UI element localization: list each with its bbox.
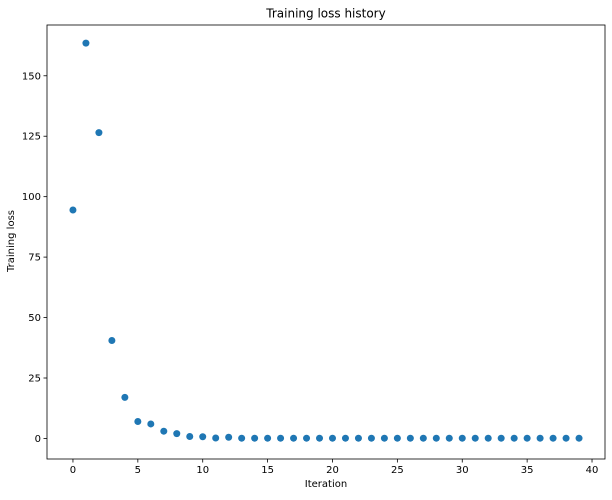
data-point xyxy=(354,434,362,442)
data-point xyxy=(264,434,272,442)
x-tick-label: 40 xyxy=(586,465,599,476)
x-tick-label: 10 xyxy=(196,465,209,476)
data-point xyxy=(316,434,324,442)
data-point xyxy=(238,434,246,442)
data-point xyxy=(484,434,492,442)
data-point xyxy=(432,434,440,442)
data-point xyxy=(393,434,401,442)
data-point xyxy=(186,433,194,441)
data-point xyxy=(367,434,375,442)
data-point xyxy=(82,39,90,47)
data-point xyxy=(251,434,259,442)
x-axis-label: Iteration xyxy=(305,479,347,490)
data-point xyxy=(419,434,427,442)
data-point xyxy=(290,434,298,442)
y-tick-label: 25 xyxy=(28,374,41,385)
data-point xyxy=(173,430,181,438)
y-tick-label: 0 xyxy=(35,434,41,445)
data-point xyxy=(341,434,349,442)
data-point xyxy=(95,129,103,137)
data-point xyxy=(471,434,479,442)
data-point xyxy=(134,418,142,426)
y-tick-label: 50 xyxy=(28,313,41,324)
y-axis-label: Training loss xyxy=(6,210,17,273)
y-tick-label: 150 xyxy=(22,71,41,82)
data-point xyxy=(69,206,77,214)
data-point xyxy=(121,393,129,401)
data-point xyxy=(328,434,336,442)
data-point xyxy=(406,434,414,442)
data-point xyxy=(147,420,155,428)
data-point xyxy=(199,433,207,441)
data-point xyxy=(303,434,311,442)
tick-layer: 0 5 10 15 20 25 30 35 40 0 25 50 75 100 125 150 xyxy=(22,71,598,476)
data-point xyxy=(510,434,518,442)
y-tick-label: 75 xyxy=(28,253,41,264)
data-point xyxy=(575,434,583,442)
data-point xyxy=(523,434,531,442)
data-point xyxy=(549,434,557,442)
x-tick-label: 15 xyxy=(261,465,274,476)
data-point xyxy=(562,434,570,442)
data-points xyxy=(69,39,583,442)
x-tick-label: 5 xyxy=(135,465,141,476)
data-point xyxy=(277,434,285,442)
x-tick-label: 25 xyxy=(391,465,404,476)
x-tick-label: 0 xyxy=(70,465,76,476)
data-point xyxy=(380,434,388,442)
data-point xyxy=(445,434,453,442)
y-tick-label: 100 xyxy=(22,192,41,203)
chart-title: Training loss history xyxy=(265,7,385,21)
data-point xyxy=(160,427,168,435)
x-tick-label: 35 xyxy=(521,465,534,476)
plot-frame xyxy=(46,24,606,460)
data-point xyxy=(108,337,116,345)
data-point xyxy=(458,434,466,442)
data-point xyxy=(536,434,544,442)
y-tick-label: 125 xyxy=(22,132,41,143)
data-point xyxy=(497,434,505,442)
data-point xyxy=(212,434,220,442)
data-point xyxy=(225,433,233,441)
x-tick-label: 20 xyxy=(326,465,339,476)
x-tick-label: 30 xyxy=(456,465,469,476)
